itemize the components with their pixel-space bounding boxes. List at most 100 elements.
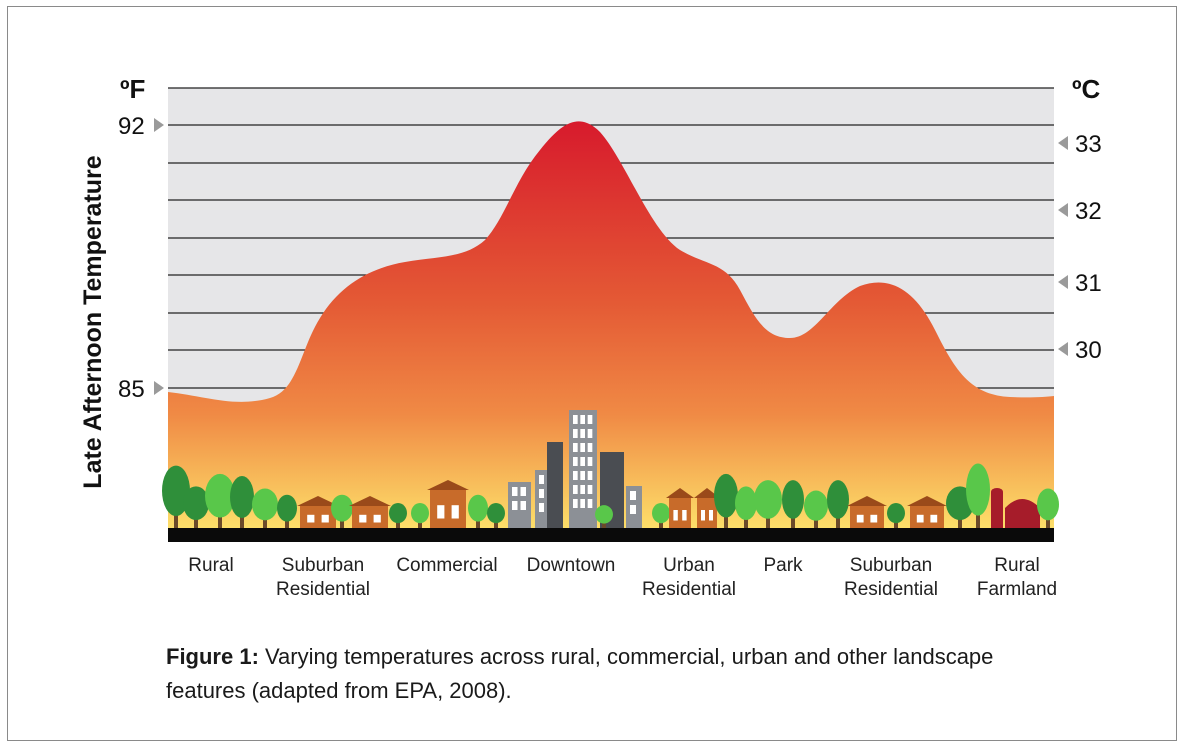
right-tick-33-arrow (1058, 136, 1068, 150)
building-window (573, 429, 578, 438)
building (569, 410, 597, 528)
zone-label: Farmland (977, 579, 1057, 600)
tree-trunk (602, 520, 606, 528)
building-window (573, 443, 578, 452)
tree-trunk (476, 516, 480, 528)
tree-trunk (218, 509, 222, 528)
tree (252, 488, 278, 521)
left-tick-85-arrow (154, 381, 164, 395)
tree-trunk (494, 519, 498, 528)
tree (714, 473, 738, 518)
tree (735, 486, 757, 520)
right-tick-32-arrow (1058, 203, 1068, 217)
zone-label: Residential (642, 579, 736, 600)
building-window (580, 429, 585, 438)
house-window (373, 514, 381, 523)
tree-trunk (418, 519, 422, 528)
left-tick-92: 92 (118, 113, 145, 140)
y-axis-title: Late Afternoon Temperature (79, 155, 107, 488)
house-window (856, 514, 864, 523)
tree-trunk (958, 514, 962, 528)
right-tick-33: 33 (1075, 131, 1102, 158)
tree-trunk (194, 514, 198, 528)
building-window (587, 485, 593, 494)
building-window (573, 457, 578, 466)
house (352, 506, 388, 528)
building-window (512, 501, 518, 510)
tree (411, 503, 429, 524)
tree-trunk (340, 516, 344, 528)
building (508, 482, 531, 528)
landscape-scenery (162, 410, 1059, 528)
tree (389, 503, 407, 524)
tree-trunk (263, 514, 267, 528)
building (547, 442, 563, 528)
tree (1037, 488, 1059, 521)
building-window (573, 471, 578, 480)
house-roof (349, 496, 391, 506)
right-tick-31: 31 (1075, 270, 1102, 297)
tree (966, 463, 990, 516)
house-window (709, 510, 713, 521)
tree-trunk (724, 509, 728, 528)
left-tick-92-arrow (154, 118, 164, 132)
building-window (630, 505, 636, 514)
tree-trunk (240, 510, 244, 528)
building-window (580, 485, 585, 494)
building-window (580, 499, 585, 508)
building-window (512, 487, 518, 496)
tree (754, 480, 782, 519)
caption-label: Figure 1: (166, 644, 259, 669)
zone-label: Commercial (396, 555, 497, 576)
house-window (870, 514, 878, 523)
building-window (539, 489, 544, 498)
zone-label: Suburban (282, 555, 364, 576)
tree-trunk (766, 511, 770, 528)
left-unit-label: ºF (120, 74, 145, 104)
house (669, 498, 691, 528)
figure-caption: Figure 1: Varying temperatures across ru… (166, 640, 1066, 708)
right-tick-32: 32 (1075, 198, 1102, 225)
house (430, 490, 466, 528)
temperature-profile (168, 121, 1054, 530)
tree-trunk (976, 506, 980, 528)
building-window (587, 471, 593, 480)
zone-labels: Rural Suburban Residential Commercial Do… (188, 555, 1057, 600)
house-roof (694, 488, 720, 498)
zone-label: Park (763, 555, 803, 576)
tree (205, 473, 235, 518)
building-window (587, 457, 593, 466)
zone-label: Rural (188, 555, 233, 576)
house (910, 506, 944, 528)
house-window (451, 505, 459, 519)
zone-label: Suburban (850, 555, 932, 576)
tree (162, 465, 190, 516)
building-window (587, 499, 593, 508)
tree (230, 476, 254, 518)
right-tick-30: 30 (1075, 337, 1102, 364)
tree-trunk (285, 516, 289, 528)
house-roof (297, 496, 339, 506)
tree-trunk (744, 514, 748, 528)
building-window (539, 503, 544, 512)
zone-label: Residential (276, 579, 370, 600)
building-window (573, 415, 578, 424)
house-window (701, 510, 705, 521)
building-window (587, 429, 593, 438)
tree (652, 503, 670, 524)
barn (1005, 499, 1040, 528)
tree-trunk (836, 511, 840, 528)
building-window (587, 415, 593, 424)
building-window (580, 443, 585, 452)
zone-label: Downtown (527, 555, 616, 576)
zone-label: Urban (663, 555, 715, 576)
house (300, 506, 336, 528)
tree-trunk (894, 519, 898, 528)
tree (804, 490, 828, 521)
tree-trunk (174, 507, 178, 528)
house-roof (666, 488, 694, 498)
tree (183, 486, 209, 520)
house-window (359, 514, 367, 523)
zone-label: Residential (844, 579, 938, 600)
building-window (630, 491, 636, 500)
